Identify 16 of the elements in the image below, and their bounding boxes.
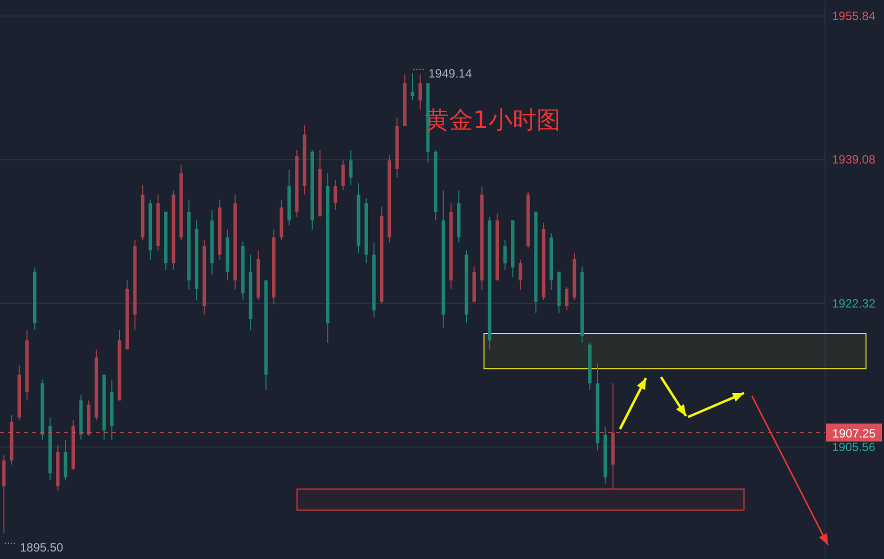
y-tick-label: 1922.32 — [832, 296, 876, 310]
candlestick — [410, 72, 414, 101]
ref-line-label: 1907.25 — [832, 426, 876, 441]
candlestick — [564, 286, 568, 311]
y-tick-label: 1939.08 — [832, 152, 876, 167]
text: 黄金1小时图 — [425, 106, 560, 134]
annotation: 1949.14 — [428, 66, 472, 80]
candlestick — [349, 150, 353, 186]
candlestick — [518, 259, 522, 290]
candlestick — [341, 160, 345, 191]
y-tick-label: 1905.56 — [832, 440, 876, 454]
y-tick-label: 1955.84 — [832, 8, 876, 23]
candlestick — [503, 240, 507, 271]
candlestick — [418, 74, 422, 110]
candlestick — [334, 180, 338, 211]
annotation: 1895.50 — [20, 540, 64, 554]
